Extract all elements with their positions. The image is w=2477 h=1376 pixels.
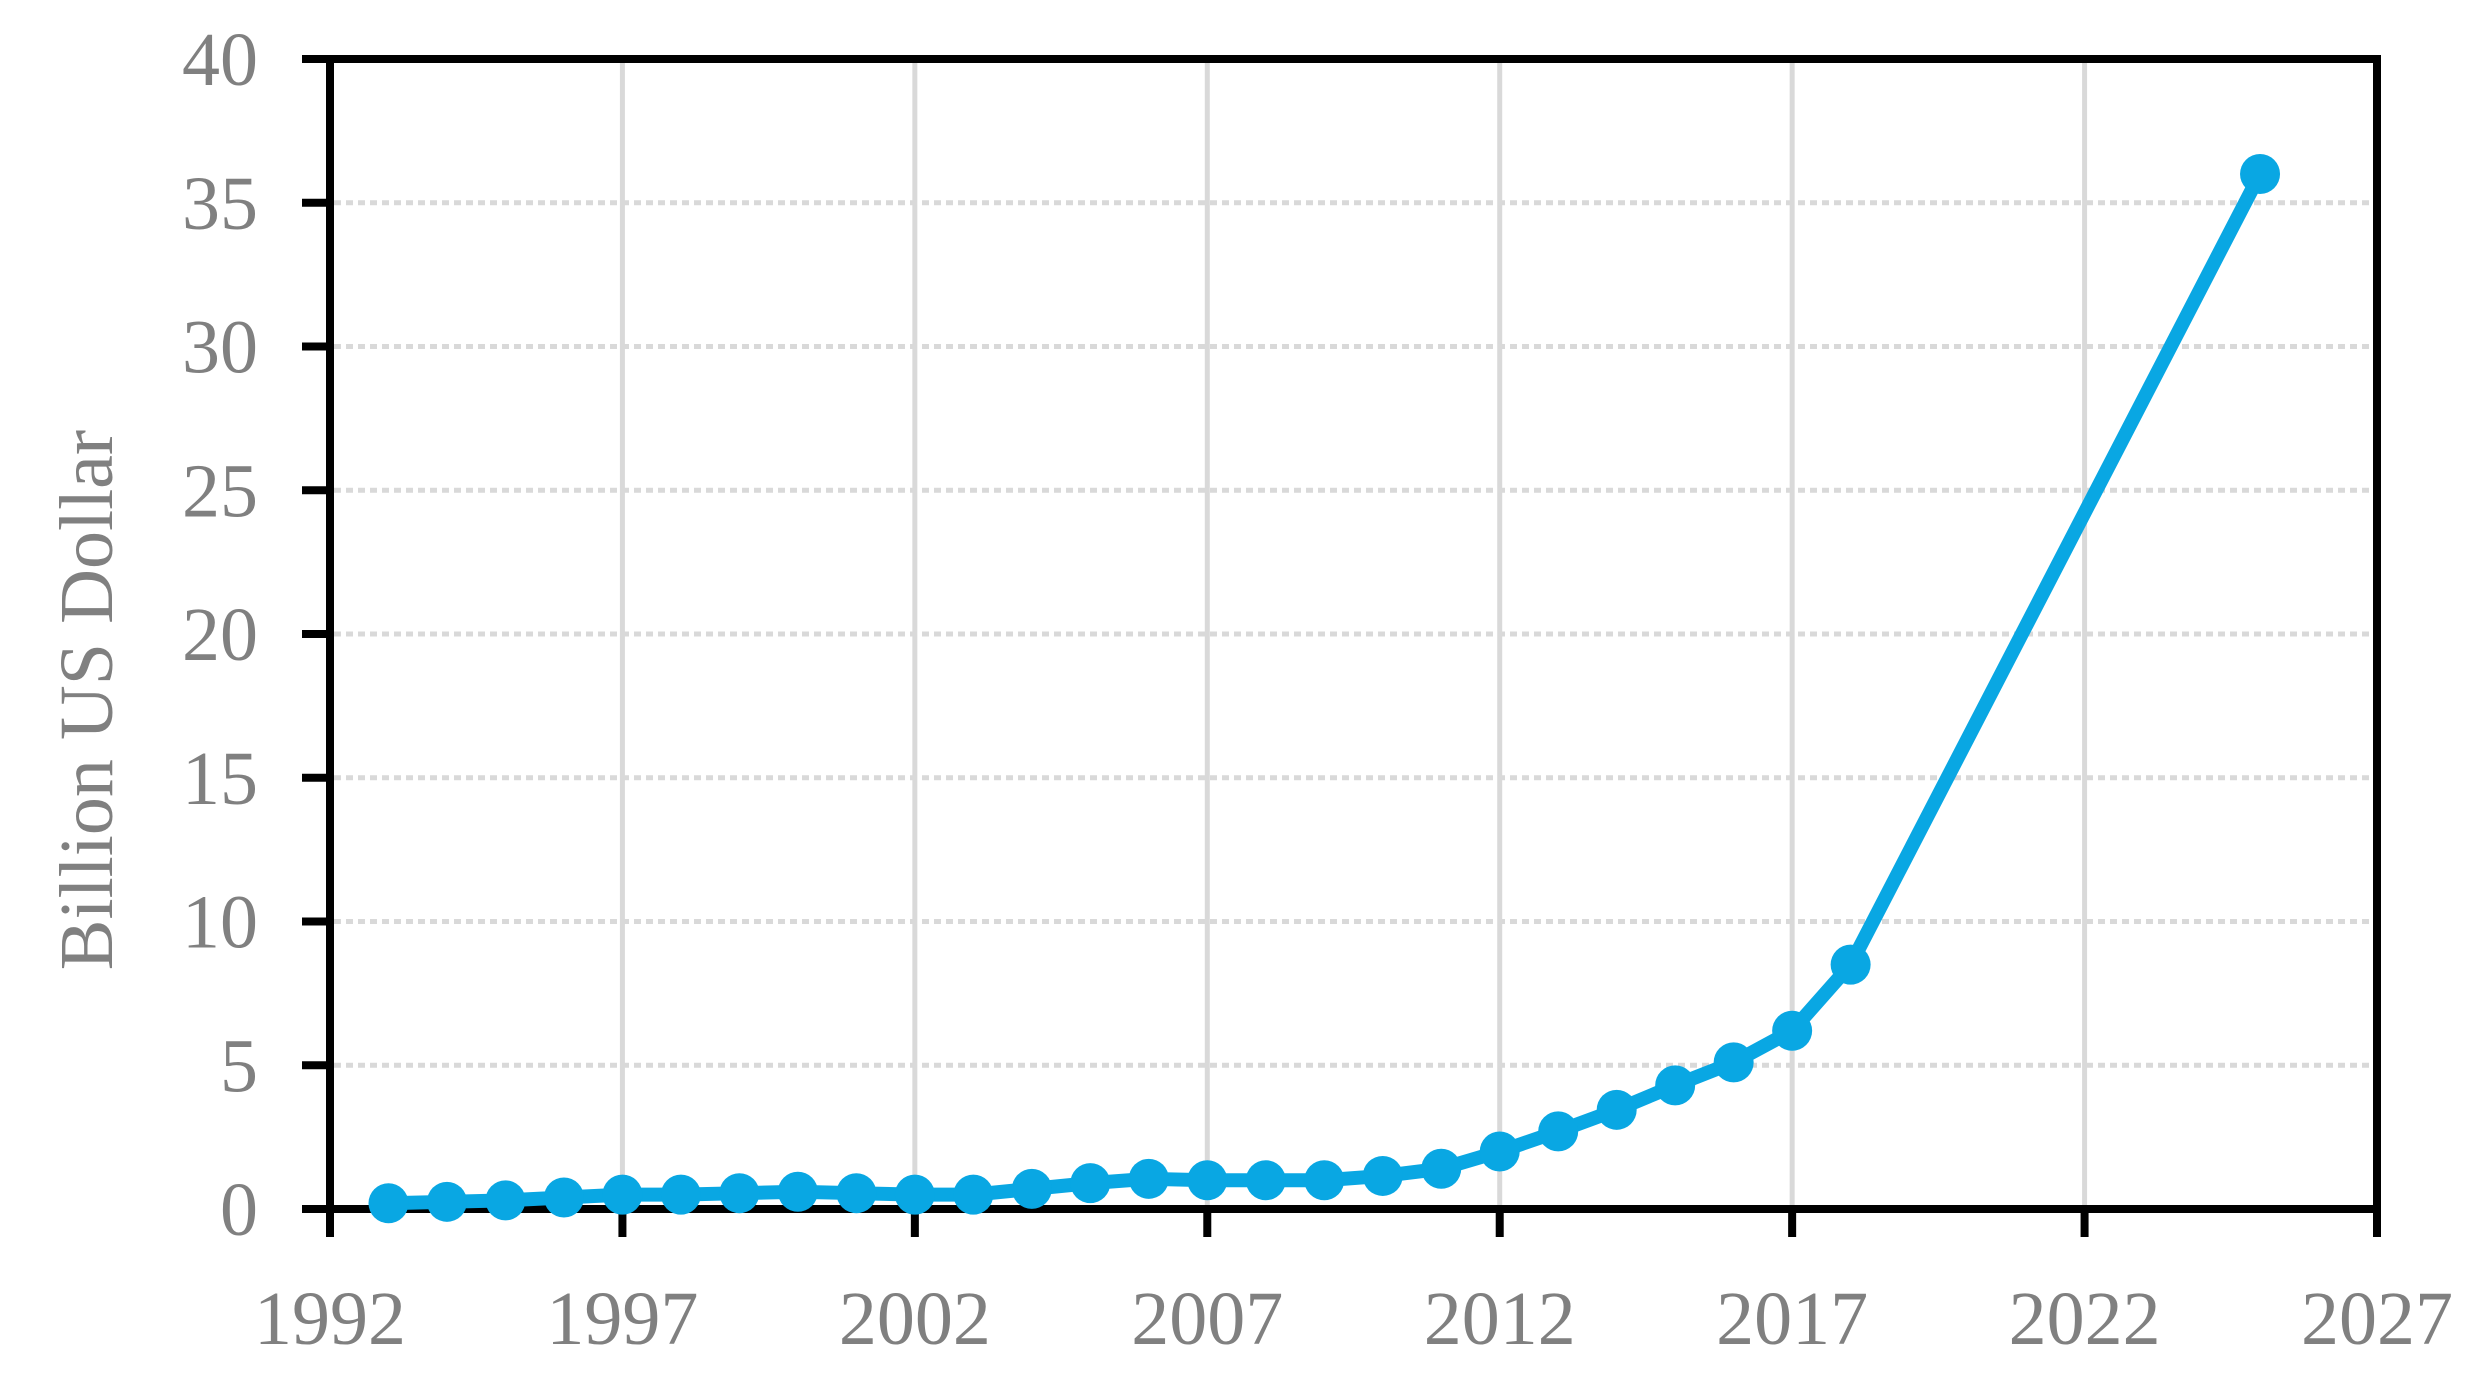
x-tick-label: 2027	[2301, 1277, 2453, 1361]
y-tick-label: 15	[182, 737, 258, 821]
data-point	[777, 1171, 818, 1212]
data-point	[1245, 1160, 1286, 1201]
y-tick-labels: 0 5 10 15 20 25 30 35 40	[182, 18, 258, 1252]
data-point	[836, 1173, 877, 1214]
series-line	[381, 167, 2268, 1211]
horizontal-gridlines	[334, 200, 2373, 1068]
data-point	[543, 1177, 584, 1218]
x-tick-label: 2007	[1131, 1277, 1283, 1361]
data-point	[1538, 1111, 1579, 1152]
data-point	[1830, 944, 1871, 985]
y-tick-label: 10	[182, 881, 258, 965]
data-point	[894, 1174, 935, 1215]
x-tick-label: 1997	[546, 1277, 698, 1361]
data-series	[368, 154, 2281, 1224]
data-point	[719, 1173, 760, 1214]
data-point	[1596, 1089, 1637, 1130]
data-point	[1713, 1042, 1754, 1083]
data-point	[1479, 1131, 1520, 1172]
data-point	[953, 1174, 994, 1215]
x-tick-labels: 1992 1997 2002 2007 2012 2017 2022 2027	[254, 1277, 2453, 1361]
data-point	[485, 1180, 526, 1221]
data-point	[1128, 1158, 1169, 1199]
data-point	[1421, 1148, 1462, 1189]
y-tick-label: 5	[220, 1024, 258, 1108]
data-point	[1304, 1160, 1345, 1201]
y-tick-label: 25	[182, 449, 258, 533]
x-tick-label: 1992	[254, 1277, 406, 1361]
y-tick-label: 20	[182, 593, 258, 677]
y-tick-label: 0	[220, 1168, 258, 1252]
x-tick-label: 2002	[839, 1277, 991, 1361]
data-point	[1362, 1155, 1403, 1196]
y-tick-label: 40	[182, 18, 258, 102]
data-point	[426, 1181, 467, 1222]
y-tick-label: 30	[182, 306, 258, 390]
x-tick-label: 2022	[2009, 1277, 2161, 1361]
data-point	[1187, 1160, 1228, 1201]
data-point	[1070, 1163, 1111, 1204]
data-point	[368, 1183, 409, 1224]
data-point	[602, 1174, 643, 1215]
y-tick-label: 35	[182, 162, 258, 246]
y-axis-title: Billion US Dollar	[45, 430, 129, 970]
data-point	[1655, 1065, 1696, 1106]
axis-ticks	[302, 55, 2381, 1237]
data-point	[1011, 1168, 1052, 1209]
data-point	[1772, 1010, 1813, 1051]
x-tick-label: 2012	[1424, 1277, 1576, 1361]
data-point	[2240, 154, 2281, 194]
x-tick-label: 2017	[1716, 1277, 1868, 1361]
data-point	[660, 1174, 701, 1215]
